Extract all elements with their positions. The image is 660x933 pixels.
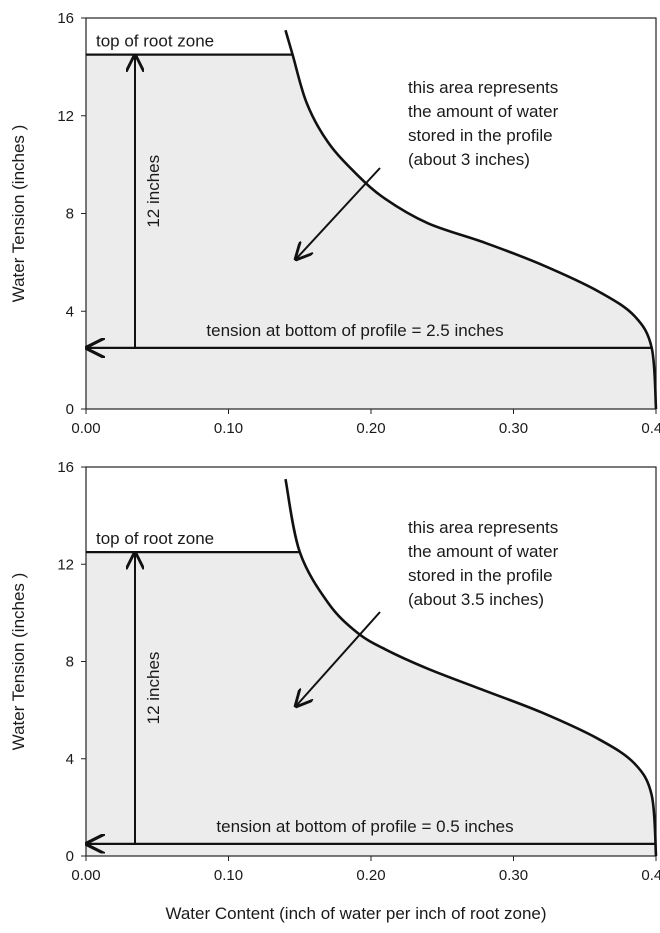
area-note-line: stored in the profile bbox=[408, 126, 553, 145]
stored-water-area bbox=[86, 54, 656, 409]
x-tick-label: 0.20 bbox=[356, 420, 385, 437]
x-tick-label: 0.30 bbox=[499, 867, 528, 884]
y-tick-label: 8 bbox=[66, 654, 74, 671]
x-tick-label: 0.10 bbox=[214, 420, 243, 437]
y-tick-label: 4 bbox=[66, 303, 74, 320]
y-axis-title: Water Tension (inches ) bbox=[9, 573, 28, 751]
y-tick-label: 0 bbox=[66, 401, 74, 418]
stored-water-area bbox=[86, 552, 656, 856]
y-tick-label: 12 bbox=[57, 556, 74, 573]
chart-panel-1: 0.00 0.10 0.20 0.30 0.40 0 4 8 12 16 Water Tension… bbox=[9, 10, 660, 437]
y-axis-title: Water Tension (inches ) bbox=[9, 125, 28, 303]
x-tick-label: 0.10 bbox=[214, 867, 243, 884]
area-pointer-arrow bbox=[296, 611, 381, 706]
retention-curve bbox=[284, 29, 658, 410]
area-note-line: this area represents bbox=[408, 78, 558, 97]
y-tick-label: 16 bbox=[57, 10, 74, 27]
retention-curve bbox=[284, 478, 658, 857]
area-pointer-arrow bbox=[296, 167, 381, 259]
depth-label: 12 inches bbox=[144, 155, 163, 228]
area-note-line: the amount of water bbox=[408, 102, 559, 121]
bottom-tension-label: tension at bottom of profile = 2.5 inche… bbox=[206, 321, 503, 340]
y-tick-label: 8 bbox=[66, 206, 74, 223]
y-tick-label: 0 bbox=[66, 848, 74, 865]
area-note-line: this area represents bbox=[408, 518, 558, 537]
x-tick-label: 0.00 bbox=[71, 420, 100, 437]
x-axis-title: Water Content (inch of water per inch of… bbox=[165, 904, 546, 923]
bottom-tension-label: tension at bottom of profile = 0.5 inche… bbox=[216, 817, 513, 836]
y-tick-label: 12 bbox=[57, 108, 74, 125]
y-tick-label: 4 bbox=[66, 751, 74, 768]
x-tick-label: 0.40 bbox=[641, 420, 660, 437]
top-of-root-zone-label: top of root zone bbox=[96, 529, 214, 548]
area-note-line: stored in the profile bbox=[408, 566, 553, 585]
top-of-root-zone-label: top of root zone bbox=[96, 32, 214, 51]
x-tick-label: 0.20 bbox=[356, 867, 385, 884]
x-tick-label: 0.30 bbox=[499, 420, 528, 437]
y-tick-label: 16 bbox=[57, 459, 74, 476]
area-note-line: (about 3.5 inches) bbox=[408, 590, 544, 609]
area-note-line: (about 3 inches) bbox=[408, 150, 530, 169]
chart-panel-2: 0.00 0.10 0.20 0.30 0.40 0 4 8 12 16 Water Tension… bbox=[9, 459, 660, 884]
x-tick-label: 0.40 bbox=[641, 867, 660, 884]
area-note-line: the amount of water bbox=[408, 542, 559, 561]
depth-label: 12 inches bbox=[144, 652, 163, 725]
x-tick-label: 0.00 bbox=[71, 867, 100, 884]
